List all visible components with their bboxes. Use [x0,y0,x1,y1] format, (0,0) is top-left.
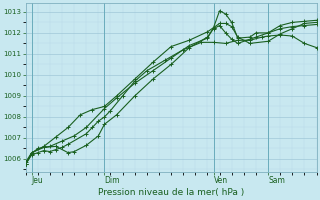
X-axis label: Pression niveau de la mer( hPa ): Pression niveau de la mer( hPa ) [98,188,244,197]
